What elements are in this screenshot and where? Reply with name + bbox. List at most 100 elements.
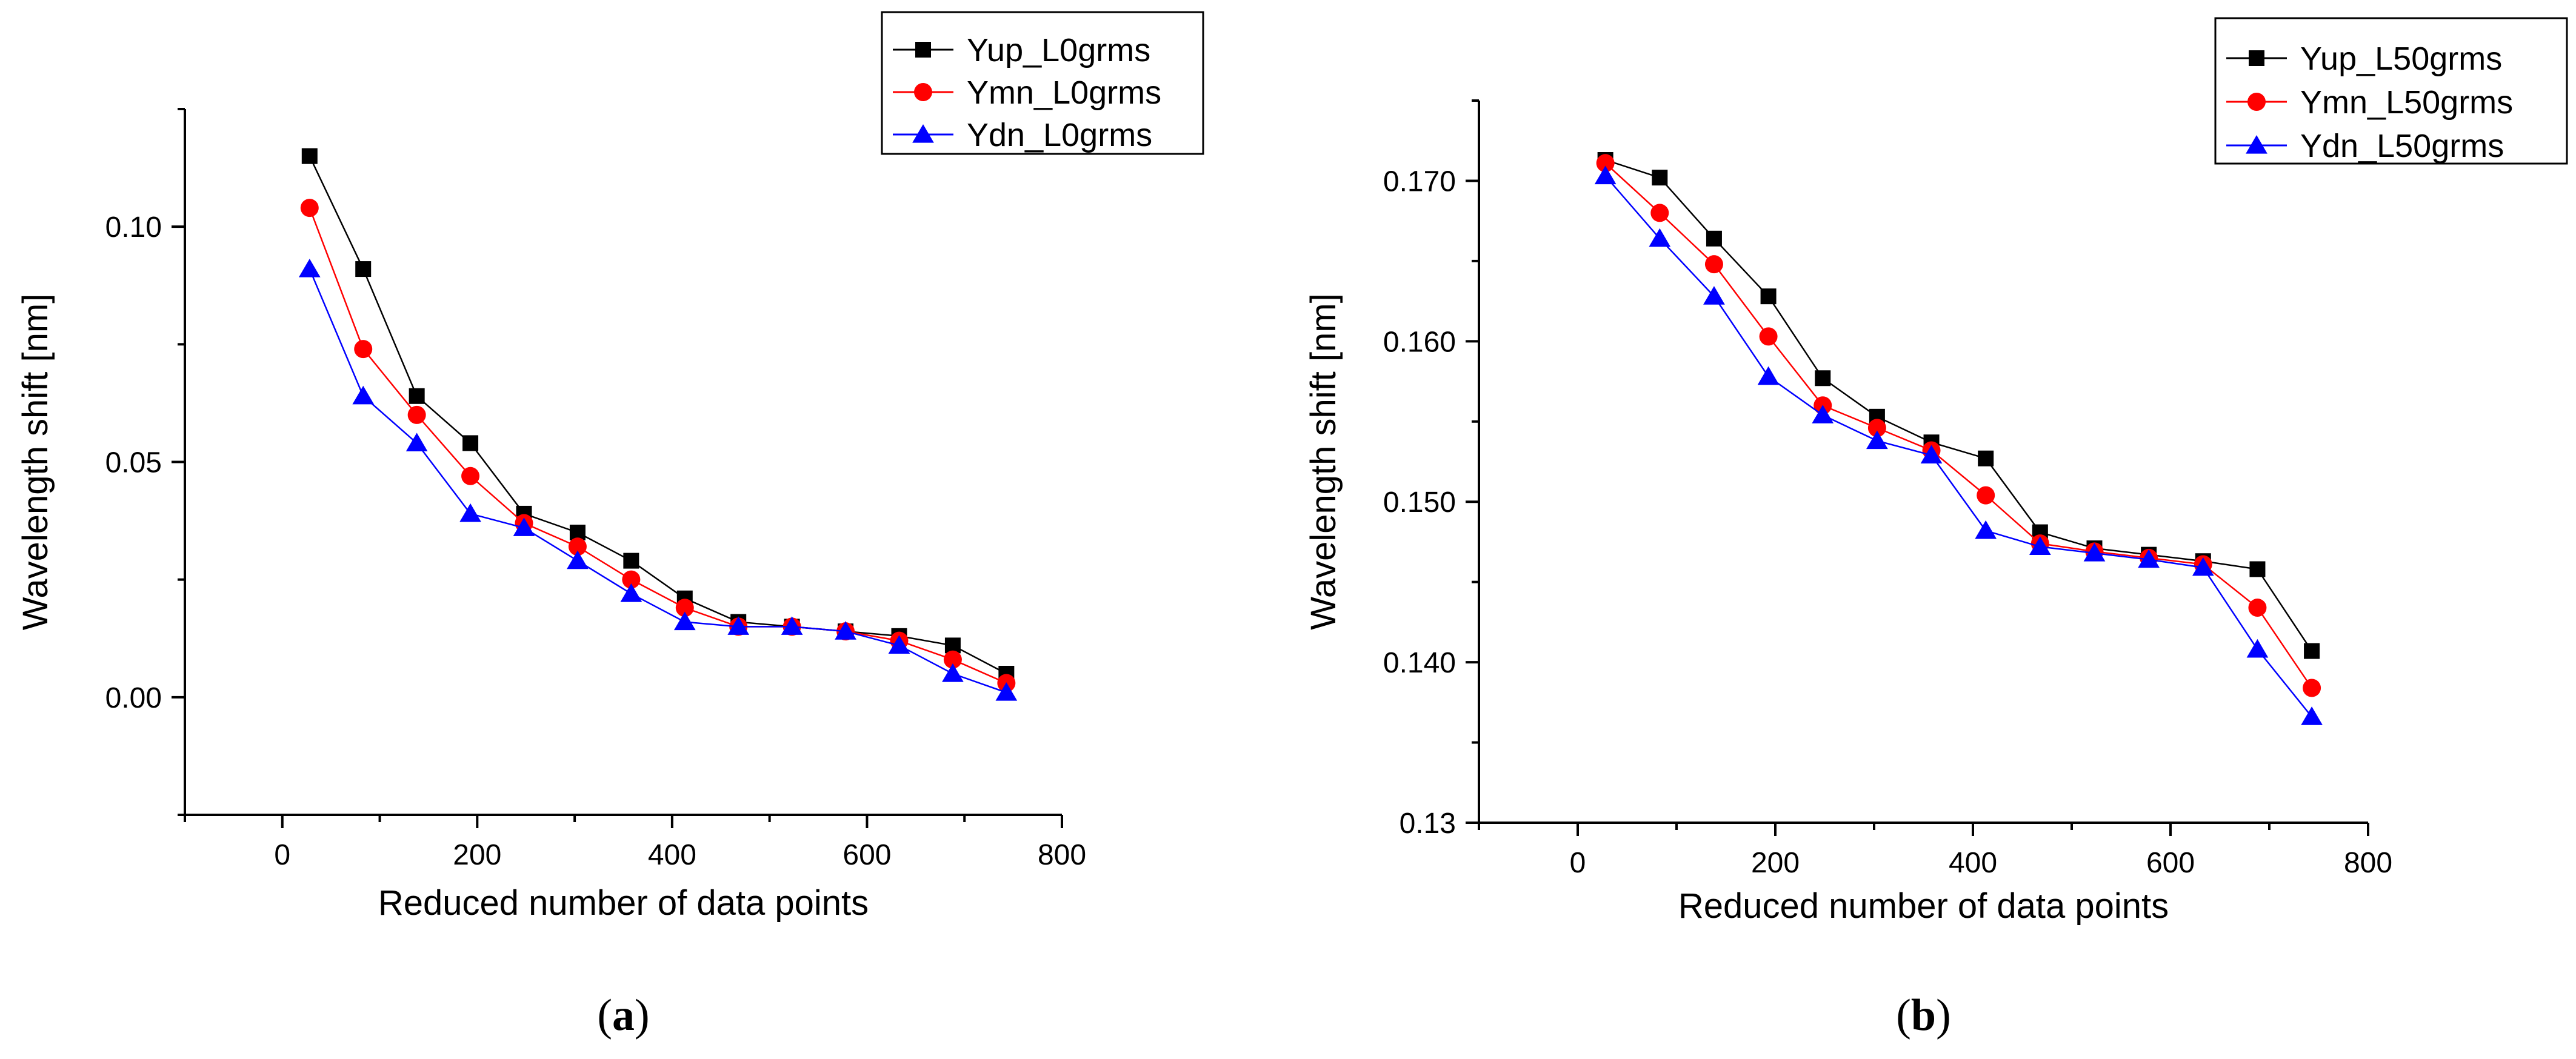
data-point (352, 385, 375, 405)
data-point (461, 466, 480, 485)
data-point (298, 259, 321, 277)
data-point (888, 635, 910, 654)
chart-panel-b: 0 200 400 600 800 0.13 0.140 0.150 0.160 0.170 Red… (1304, 17, 2568, 1040)
legend-entry: Ymn_L50grms (2300, 84, 2513, 121)
legend-marker (2249, 50, 2264, 66)
x-tick-label: 0 (1570, 847, 1586, 879)
data-point (462, 435, 479, 451)
data-point (513, 517, 535, 536)
x-tick-label: 400 (1949, 847, 1997, 879)
panel-caption: (a) (597, 991, 649, 1040)
data-point (1978, 450, 1994, 466)
data-point (2301, 706, 2323, 725)
data-point (1975, 520, 1997, 539)
data-point (355, 261, 372, 277)
data-point (2248, 599, 2267, 617)
data-point (2303, 679, 2321, 697)
caption-letter: b (1911, 991, 1936, 1040)
data-point (2083, 542, 2106, 562)
data-point (409, 388, 425, 404)
y-tick-label: 0.140 (1383, 647, 1456, 679)
data-point (1867, 419, 1886, 437)
data-point (1649, 228, 1671, 247)
x-tick-label: 600 (843, 839, 891, 871)
series-line-Ydn_L50grms (1604, 175, 2313, 717)
data-point (1596, 154, 1615, 173)
chart-panel-a: 0 200 400 600 800 0.00 0.05 0.10 Reduced number … (16, 11, 1204, 1040)
data-point (835, 621, 856, 640)
series-line-Yup_L0grms (309, 156, 1007, 675)
data-point (2192, 557, 2214, 576)
x-tick-label: 0 (274, 839, 290, 871)
data-point (1866, 430, 1888, 450)
x-tick-label: 800 (1038, 839, 1086, 871)
x-tick-label: 200 (1751, 847, 1800, 879)
data-point (1759, 327, 1778, 346)
data-point (1815, 370, 1831, 387)
legend-entry: Yup_L50grms (2300, 41, 2502, 77)
data-point (405, 433, 428, 452)
y-tick-label: 0.10 (105, 211, 162, 244)
data-point (1704, 255, 1723, 274)
data-point (1920, 445, 1943, 464)
legend-marker (915, 42, 931, 58)
legend-entry: Ydn_L50grms (2300, 128, 2504, 164)
legend-entry: Ydn_L0grms (967, 117, 1152, 153)
data-point (568, 537, 587, 556)
x-axis-label: Reduced number of data points (378, 883, 869, 923)
y-tick-label: 0.00 (105, 682, 162, 714)
series-line-Ymn_L50grms (1604, 162, 2313, 689)
data-point (727, 616, 750, 635)
legend-marker (2247, 93, 2266, 111)
caption-letter: a (612, 991, 635, 1040)
data-point (1812, 405, 1834, 423)
data-point (1652, 170, 1668, 186)
data-point (300, 199, 319, 217)
legend-marker (2246, 135, 2267, 154)
data-point (673, 611, 696, 631)
data-point (1594, 165, 1617, 185)
y-tick-label: 0.160 (1383, 326, 1456, 358)
legend: Yup_L50grms Ymn_L50grms Ydn_L50grms (2214, 17, 2568, 165)
caption-paren-close: ) (1936, 991, 1951, 1040)
data-point (995, 682, 1018, 701)
y-tick-label: 0.150 (1383, 486, 1456, 519)
x-tick-label: 200 (453, 839, 501, 871)
y-axis-label: Wavelength shift [nm] (1304, 293, 1343, 630)
data-point (459, 503, 481, 522)
data-point (1760, 288, 1777, 305)
data-point (2249, 561, 2266, 577)
data-point (1650, 204, 1669, 222)
legend: Yup_L0grms Ymn_L0grms Ydn_L0grms (881, 11, 1204, 155)
data-point (623, 553, 639, 569)
data-point (1703, 286, 1725, 305)
legend-marker (912, 124, 934, 143)
legend-entry: Yup_L0grms (967, 32, 1150, 68)
data-point (2304, 643, 2320, 659)
y-axis-label: Wavelength shift [nm] (16, 294, 55, 631)
data-point (301, 148, 318, 164)
data-point (2138, 549, 2160, 568)
data-point (1706, 230, 1722, 247)
y-tick-label: 0.13 (1400, 808, 1456, 840)
legend-marker (914, 83, 932, 101)
data-point (943, 650, 962, 669)
data-point (2029, 536, 2051, 555)
data-point (620, 583, 642, 602)
series-line-Ydn_L0grms (309, 268, 1007, 694)
data-point (567, 550, 589, 569)
y-tick-label: 0.170 (1383, 165, 1456, 198)
y-tick-label: 0.05 (105, 447, 162, 479)
data-point (407, 405, 426, 424)
legend-box (2214, 17, 2568, 165)
caption-paren-open: ( (1896, 991, 1911, 1040)
caption-paren-close: ) (635, 991, 650, 1040)
legend-entry: Ymn_L0grms (967, 75, 1161, 111)
panel-caption: (b) (1896, 991, 1950, 1040)
data-point (781, 616, 803, 635)
data-point (354, 340, 373, 359)
x-tick-label: 600 (2146, 847, 2195, 879)
data-point (2246, 639, 2269, 658)
data-point (1757, 366, 1780, 385)
